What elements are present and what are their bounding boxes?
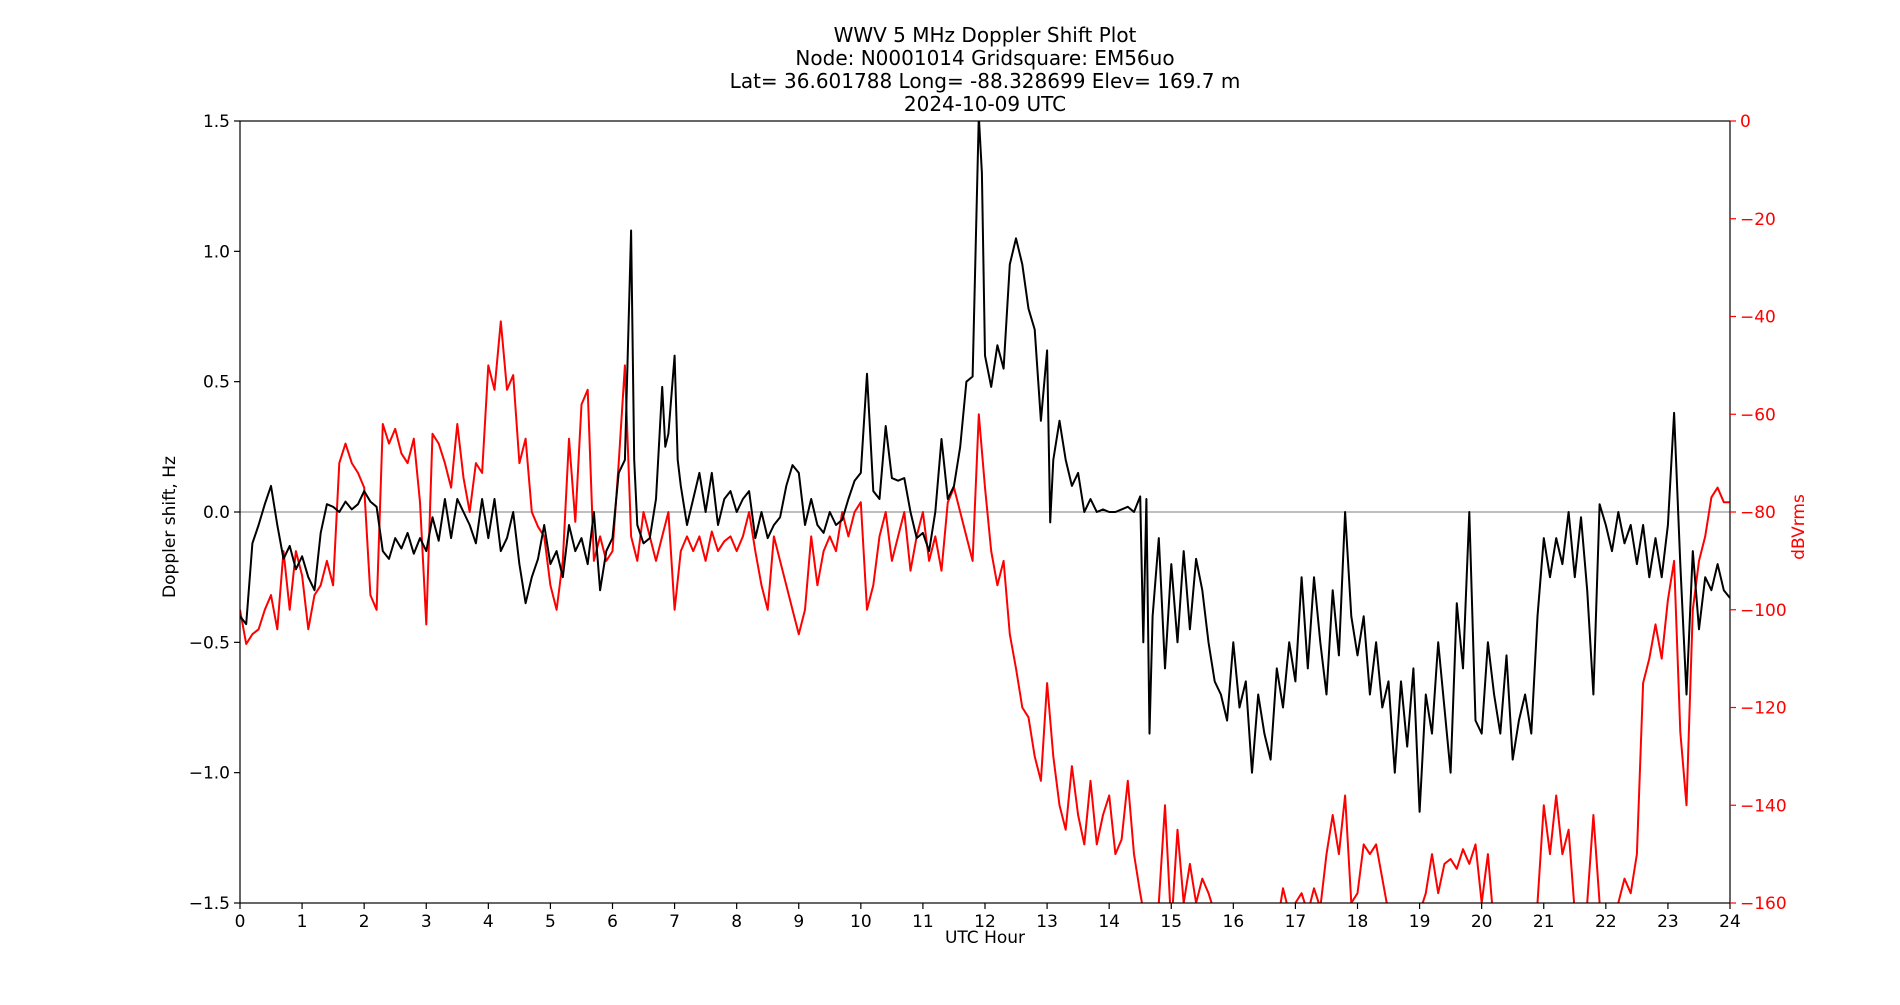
title-line-2: Node: N0001014 Gridsquare: EM56uo: [795, 46, 1174, 70]
title-line-3: Lat= 36.601788 Long= -88.328699 Elev= 16…: [730, 69, 1241, 93]
x-tick-label: 10: [850, 912, 872, 932]
y2-tick-label: −80: [1740, 503, 1776, 523]
y-tick-label: 1.5: [203, 112, 230, 132]
x-tick-label: 0: [235, 912, 246, 932]
plot-area: [240, 121, 1730, 903]
chart-title: WWV 5 MHz Doppler Shift Plot Node: N0001…: [730, 23, 1241, 116]
y2-tick-label: −140: [1740, 796, 1787, 816]
x-axis-label: UTC Hour: [945, 928, 1025, 948]
x-tick-label: 7: [669, 912, 680, 932]
title-line-1: WWV 5 MHz Doppler Shift Plot: [834, 23, 1137, 47]
x-tick-label: 12: [974, 912, 996, 932]
y2-tick-label: −160: [1740, 894, 1787, 914]
y-tick-label: −1.5: [189, 894, 230, 914]
y-axis-label: Doppler shift, Hz: [160, 456, 180, 598]
x-tick-label: 23: [1657, 912, 1679, 932]
x-tick-label: 20: [1471, 912, 1493, 932]
x-tick-label: 17: [1285, 912, 1307, 932]
x-tick-label: 18: [1347, 912, 1369, 932]
x-tick-label: 4: [483, 912, 494, 932]
axes: 0 1 2 3 4 5 6 7 8 9 10 11 12 13 14 15 16 17 18 19 20 21 22 23 24…: [189, 112, 1787, 932]
x-tick-label: 14: [1098, 912, 1120, 932]
x-tick-label: 11: [912, 912, 934, 932]
x-tick-label: 3: [421, 912, 432, 932]
y2-tick-label: 0: [1740, 112, 1751, 132]
x-tick-label: 15: [1160, 912, 1182, 932]
x-tick-label: 5: [545, 912, 556, 932]
x-tick-label: 13: [1036, 912, 1058, 932]
x-tick-label: 22: [1595, 912, 1617, 932]
x-tick-label: 9: [793, 912, 804, 932]
y2-axis-label: dBVrms: [1789, 494, 1809, 560]
y2-tick-label: −40: [1740, 308, 1776, 328]
y2-tick-label: −20: [1740, 210, 1776, 230]
x-tick-label: 6: [607, 912, 618, 932]
y-tick-label: 0.0: [203, 503, 230, 523]
y2-tick-label: −120: [1740, 699, 1787, 719]
x-tick-label: 2: [359, 912, 370, 932]
x-tick-label: 21: [1533, 912, 1555, 932]
title-line-4: 2024-10-09 UTC: [904, 92, 1066, 116]
y-tick-label: 0.5: [203, 373, 230, 393]
y2-tick-label: −100: [1740, 601, 1787, 621]
doppler-shift-line: [240, 121, 1730, 813]
x-tick-label: 16: [1223, 912, 1245, 932]
x-tick-label: 8: [731, 912, 742, 932]
x-tick-label: 1: [297, 912, 308, 932]
y-tick-label: −0.5: [189, 633, 230, 653]
y2-tick-label: −60: [1740, 405, 1776, 425]
y-tick-label: −1.0: [189, 764, 230, 784]
x-tick-label: 19: [1409, 912, 1431, 932]
y-tick-label: 1.0: [203, 242, 230, 262]
x-tick-label: 24: [1719, 912, 1741, 932]
power-dbvrms-line: [240, 320, 1730, 903]
